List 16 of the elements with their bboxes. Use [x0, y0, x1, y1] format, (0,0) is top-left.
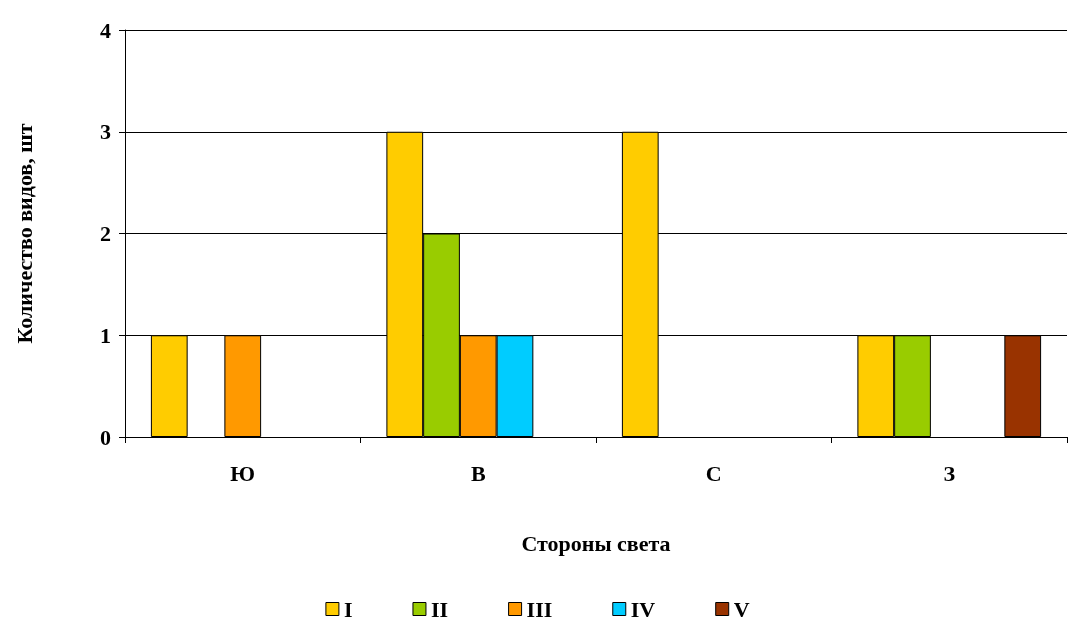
- x-tick-label: С: [705, 460, 722, 486]
- legend-label: III: [526, 596, 553, 622]
- x-axis-title: Стороны света: [521, 530, 671, 556]
- y-axis-title: Количество видов, шт: [11, 123, 37, 344]
- y-tick-label: 2: [100, 221, 111, 246]
- legend-label: I: [343, 596, 353, 622]
- legend-label: II: [430, 596, 449, 622]
- y-tick-label: 1: [100, 322, 111, 348]
- legend-label: IV: [630, 596, 656, 622]
- x-tick-label: З: [943, 460, 956, 486]
- y-tick-label: 3: [100, 119, 111, 145]
- legend-label: V: [733, 596, 750, 622]
- y-tick-label: 0: [100, 424, 111, 450]
- x-tick-label: Ю: [230, 460, 256, 486]
- x-tick-label: В: [470, 460, 486, 486]
- y-tick-label: 4: [100, 17, 111, 43]
